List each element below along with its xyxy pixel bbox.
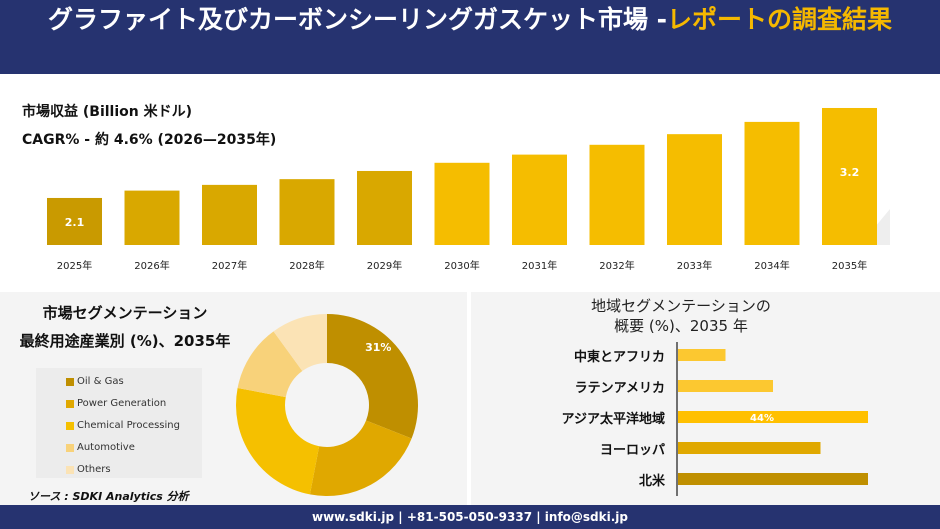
legend-swatch xyxy=(66,465,74,474)
region-label: アジア太平洋地域 xyxy=(561,412,665,427)
donut-slice xyxy=(237,331,303,398)
region-bar xyxy=(678,473,868,485)
legend-swatch xyxy=(66,399,74,408)
header-banner: グラファイト及びカーボンシーリングガスケット市場 -レポートの調査結果 xyxy=(0,0,940,74)
x-tick-label: 2025年 xyxy=(57,259,92,272)
donut-slice xyxy=(327,314,418,439)
revenue-bar xyxy=(822,107,877,245)
region-label: 北米 xyxy=(638,474,665,489)
legend-label: Chemical Processing xyxy=(77,420,180,431)
x-tick-label: 2029年 xyxy=(367,259,402,272)
x-tick-label: 2027年 xyxy=(212,259,247,272)
region-bar-chart: 44% xyxy=(676,342,868,496)
bar-data-label: 2.1 xyxy=(65,216,85,229)
x-tick-label: 2035年 xyxy=(832,259,867,272)
end-use-donut-chart: 31% xyxy=(236,314,418,496)
x-tick-label: 2030年 xyxy=(444,259,479,272)
slice-data-label: 31% xyxy=(365,341,391,354)
x-tick-label: 2033年 xyxy=(677,259,712,272)
revenue-bar xyxy=(47,197,102,245)
region-segment-panel: 地域セグメンテーションの 概要 (%)、2035 年 中東とアフリカ ラテンアメリ… xyxy=(471,292,940,505)
cagr-label: CAGR% - 約 4.6% (2026—2035年) xyxy=(22,132,277,148)
region-bar xyxy=(678,442,821,454)
x-tick-label: 2026年 xyxy=(134,259,169,272)
revenue-bar-chart: 2025年 2.1 2026年 2027年 2028年 2029年 2030年 2031年 20… xyxy=(40,107,890,272)
source-note: ソース : SDKI Analytics 分析 xyxy=(28,490,189,503)
segment-title: 市場セグメンテーション xyxy=(42,304,208,322)
revenue-bar xyxy=(124,190,180,245)
legend-item: Oil & Gas xyxy=(66,376,124,387)
legend-label: Automotive xyxy=(77,442,135,453)
legend-swatch xyxy=(66,377,74,386)
region-bar xyxy=(678,349,726,361)
revenue-bar xyxy=(357,170,412,245)
title-main: グラファイト及びカーボンシーリングガスケット市場 - xyxy=(47,5,668,34)
legend-item: Chemical Processing xyxy=(66,420,180,431)
end-use-segment-panel: 市場セグメンテーション 最終用途産業別 (%)、2035年 Oil & Gas P… xyxy=(0,292,467,505)
legend-label: Oil & Gas xyxy=(77,376,124,387)
legend-swatch xyxy=(66,421,74,430)
revenue-bar xyxy=(744,121,800,245)
region-bar xyxy=(678,380,773,392)
legend-item: Others xyxy=(66,464,111,475)
revenue-bar xyxy=(279,179,335,245)
x-tick-label: 2031年 xyxy=(522,259,557,272)
revenue-label: 市場収益 (Billion 米ドル) xyxy=(22,104,192,120)
legend-item: Automotive xyxy=(66,442,135,453)
title-highlight: レポートの調査結果 xyxy=(667,5,893,34)
x-tick-label: 2034年 xyxy=(754,259,789,272)
region-title-line1: 地域セグメンテーションの xyxy=(591,297,771,315)
donut-slice xyxy=(273,314,327,372)
bar-data-label: 3.2 xyxy=(840,166,860,179)
region-title-line2: 概要 (%)、2035 年 xyxy=(614,317,748,335)
region-label: ヨーロッパ xyxy=(599,443,665,458)
bar-data-label: 44% xyxy=(750,413,774,424)
legend-item: Power Generation xyxy=(66,398,166,409)
legend-label: Others xyxy=(77,464,111,475)
region-label: 中東とアフリカ xyxy=(573,350,665,365)
revenue-bar xyxy=(434,162,490,245)
legend-swatch xyxy=(66,443,74,452)
x-tick-label: 2032年 xyxy=(599,259,634,272)
revenue-bar xyxy=(667,134,722,245)
segment-subtitle: 最終用途産業別 (%)、2035年 xyxy=(19,332,231,350)
region-label: ラテンアメリカ xyxy=(574,381,665,396)
region-bar xyxy=(678,411,868,423)
donut-slice xyxy=(309,420,412,496)
revenue-bar xyxy=(589,144,645,245)
region-title: 地域セグメンテーションの 概要 (%)、2035 年 xyxy=(551,296,811,336)
legend-label: Power Generation xyxy=(77,398,167,409)
revenue-bar xyxy=(202,184,257,245)
donut-slice xyxy=(236,387,320,495)
x-tick-label: 2028年 xyxy=(289,259,324,272)
footer-contact: www.sdki.jp | +81-505-050-9337 | info@sd… xyxy=(0,505,940,529)
revenue-bar xyxy=(512,154,567,245)
donut-legend: Oil & Gas Power Generation Chemical Proces… xyxy=(36,368,202,478)
